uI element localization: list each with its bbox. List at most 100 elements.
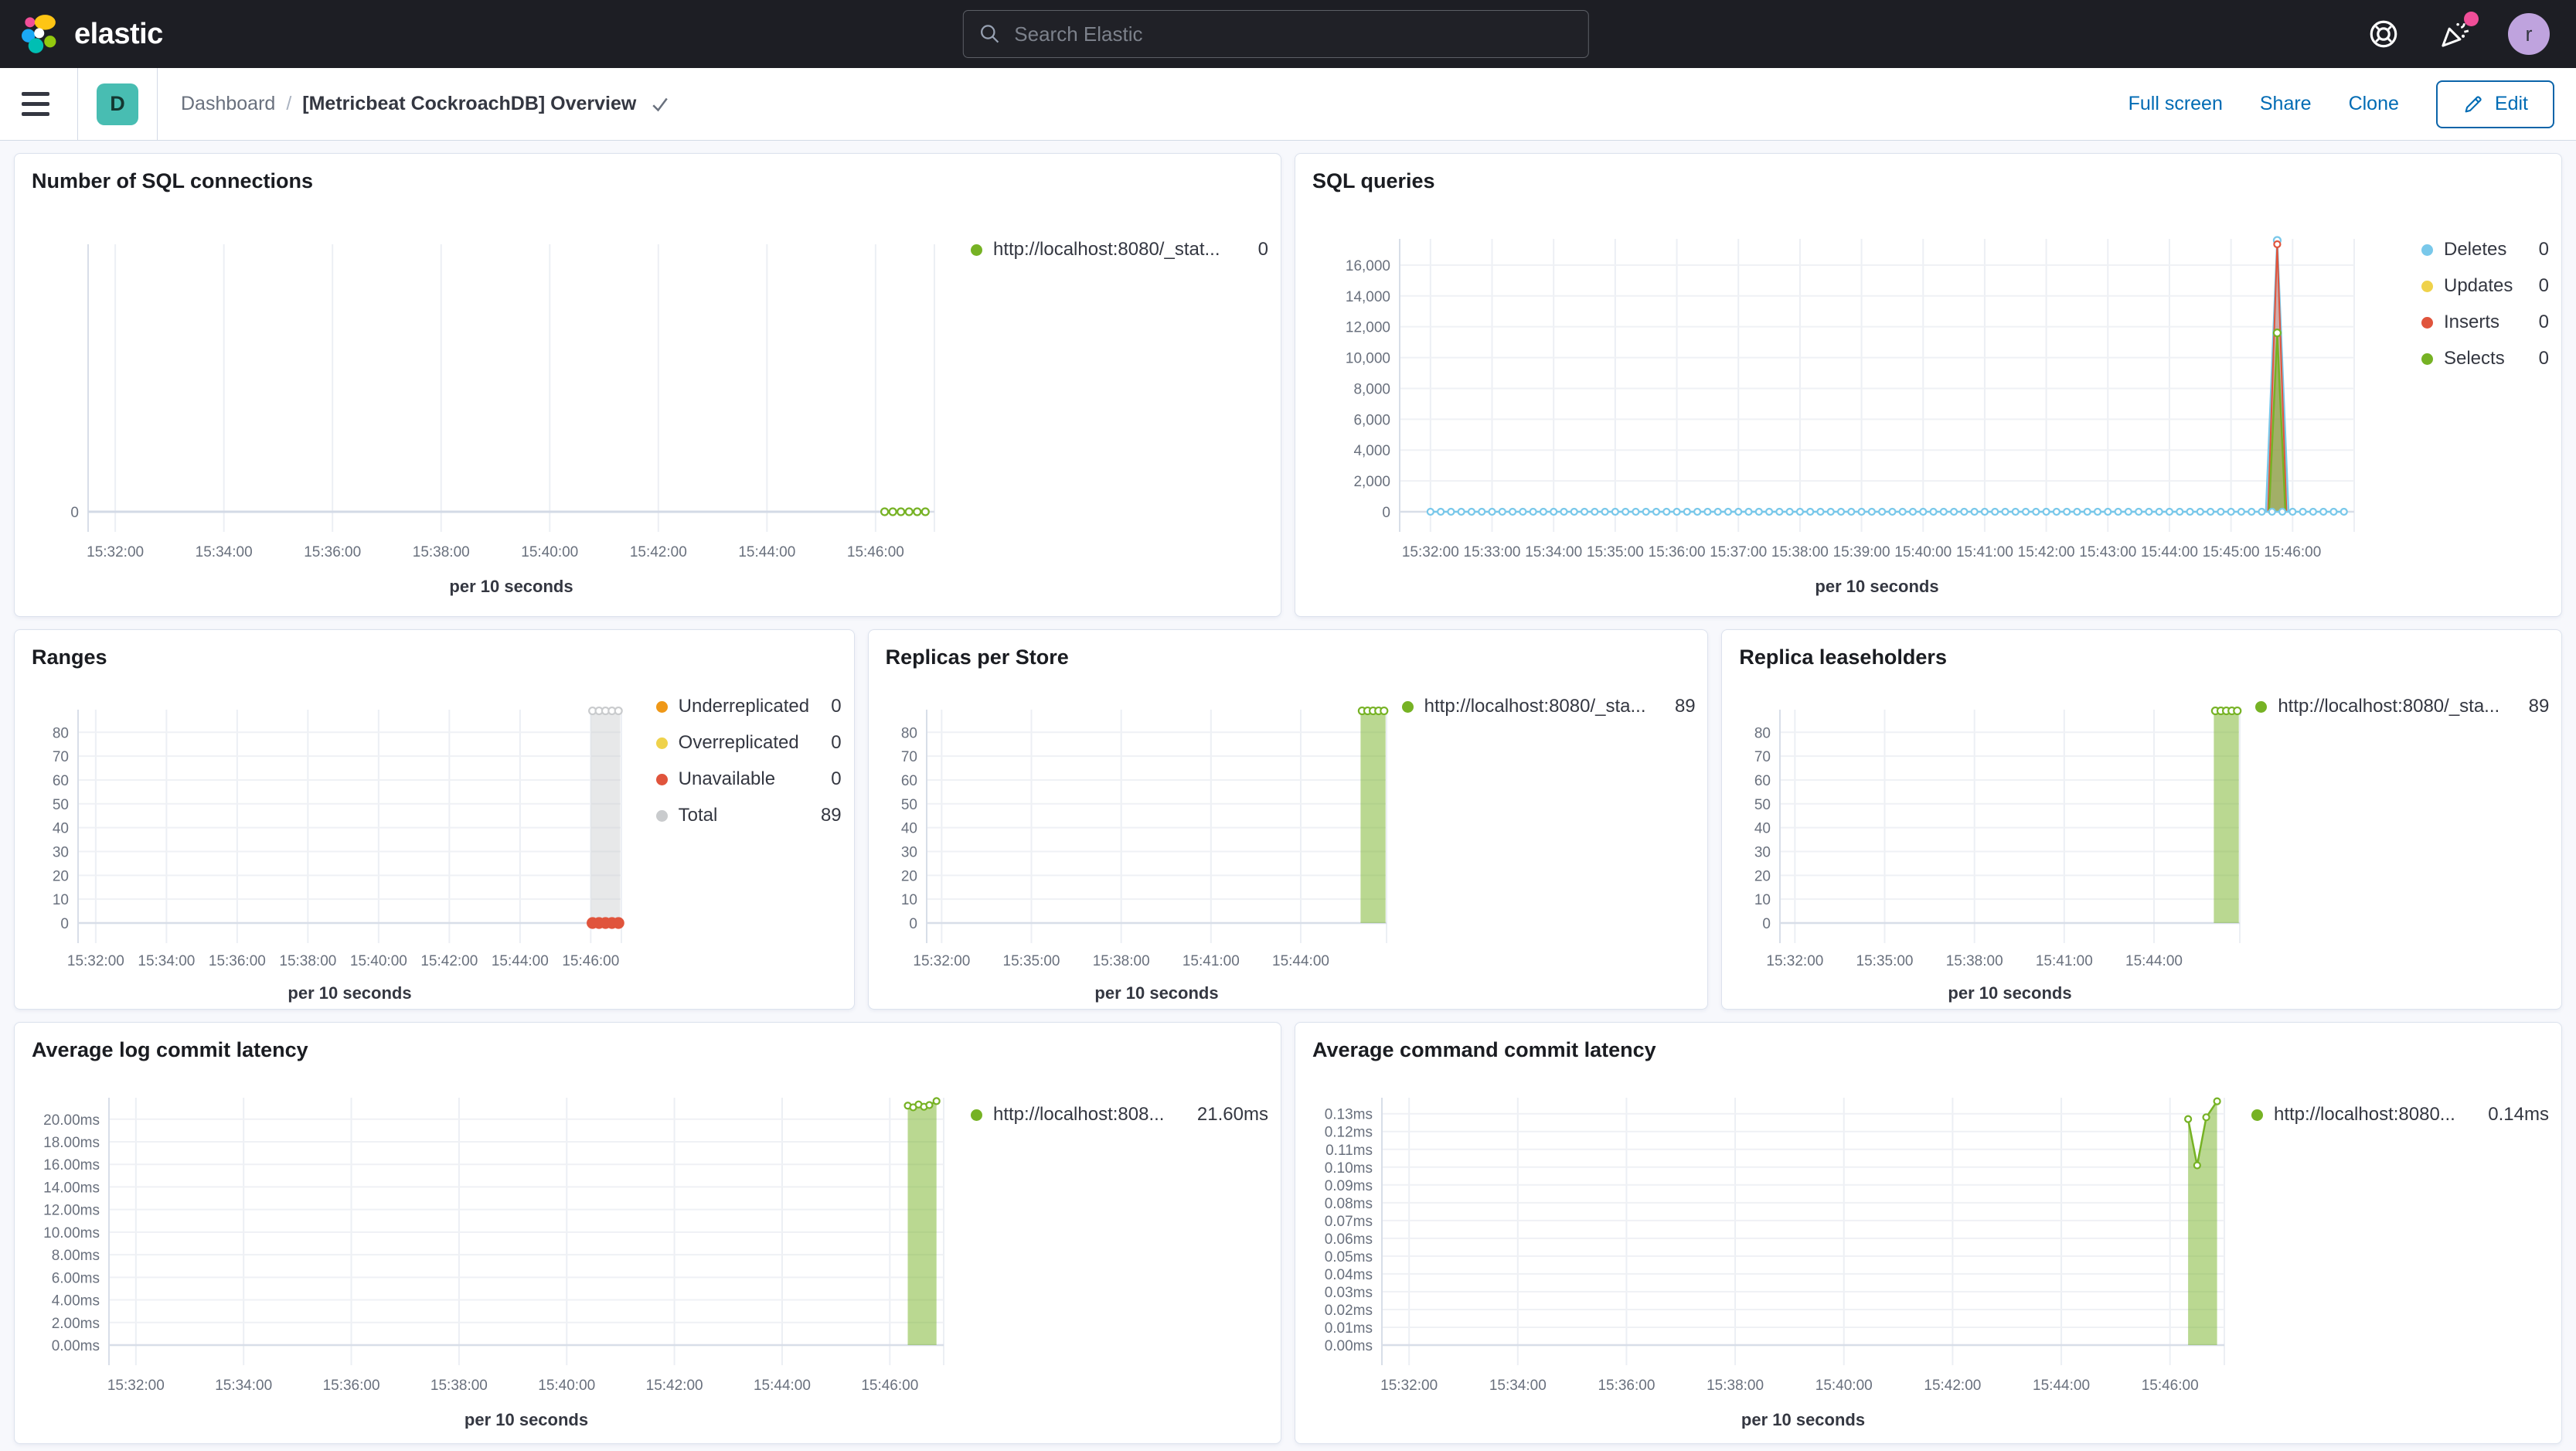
- menu-icon[interactable]: [22, 86, 59, 123]
- legend-item-deletes[interactable]: Deletes 0: [2421, 239, 2549, 261]
- help-icon[interactable]: [2366, 16, 2401, 52]
- chart-number-of-sql-connections[interactable]: 0 15:32:00 15:34:00 15:36:00 15:38:00 15:40:0…: [15, 196, 950, 598]
- svg-text:15:46:00: 15:46:00: [861, 1378, 918, 1394]
- svg-text:15:40:00: 15:40:00: [521, 544, 578, 560]
- legend-series-label: Inserts: [2443, 312, 2500, 332]
- svg-text:70: 70: [53, 749, 69, 765]
- svg-text:15:44:00: 15:44:00: [2141, 544, 2198, 560]
- svg-text:15:34:00: 15:34:00: [196, 544, 253, 560]
- notification-badge: [2464, 12, 2479, 26]
- legend-item-total[interactable]: Total 89: [655, 805, 842, 826]
- svg-text:0.02ms: 0.02ms: [1325, 1303, 1373, 1319]
- chart-legend: http://localhost:8080/_stat... 0: [970, 239, 1268, 616]
- svg-text:15:44:00: 15:44:00: [1272, 953, 1329, 969]
- svg-text:15:41:00: 15:41:00: [1956, 544, 2013, 560]
- legend-item-inserts[interactable]: Inserts 0: [2421, 312, 2549, 333]
- user-avatar[interactable]: r: [2508, 13, 2550, 55]
- legend-series-value: 89: [820, 805, 842, 826]
- svg-text:15:42:00: 15:42:00: [2018, 544, 2075, 560]
- svg-text:0.00ms: 0.00ms: [52, 1338, 100, 1354]
- svg-text:2.00ms: 2.00ms: [52, 1316, 100, 1332]
- full-screen-button[interactable]: Full screen: [2128, 93, 2223, 114]
- edit-button[interactable]: Edit: [2435, 80, 2554, 128]
- svg-text:10: 10: [1754, 892, 1771, 908]
- svg-text:15:46:00: 15:46:00: [847, 544, 904, 560]
- panel-average-log-commit-latency: Average log commit latency 0.00ms 2.00ms 4…: [14, 1022, 1281, 1444]
- svg-text:20.00ms: 20.00ms: [43, 1112, 100, 1129]
- legend-item-http-localhost-8080-sta[interactable]: http://localhost:8080/_sta... 89: [2255, 696, 2549, 717]
- legend-item-http-localhost-8080-sta[interactable]: http://localhost:8080/_sta... 89: [1401, 696, 1696, 717]
- legend-color-dot: [2421, 244, 2433, 256]
- panel-title[interactable]: SQL queries: [1312, 169, 1435, 192]
- panel-title[interactable]: Average log commit latency: [32, 1038, 308, 1061]
- legend-item-underreplicated[interactable]: Underreplicated 0: [655, 696, 842, 717]
- svg-text:15:42:00: 15:42:00: [646, 1378, 703, 1394]
- svg-text:15:40:00: 15:40:00: [1815, 1378, 1873, 1394]
- chart-legend: Underreplicated 0 Overreplicated 0 Unavailab…: [655, 696, 842, 1009]
- chart-replicas-per-store[interactable]: 0 10 20 30 40 50 60 70 80 15:32:00 15:35:00 15:38:0…: [869, 673, 1402, 1007]
- svg-text:15:32:00: 15:32:00: [67, 953, 124, 969]
- legend-item-http-localhost-8080-stat[interactable]: http://localhost:8080/_stat... 0: [970, 239, 1268, 261]
- user-initial: r: [2525, 22, 2533, 46]
- page-title-text: [Metricbeat CockroachDB] Overview: [302, 93, 637, 114]
- panel-ranges: Ranges 0 10 20 30 40 50 60 70 80 15:32:00 15:34:00…: [14, 629, 855, 1010]
- legend-item-http-localhost-8080[interactable]: http://localhost:8080... 0.14ms: [2251, 1104, 2549, 1126]
- legend-color-dot: [2255, 700, 2268, 713]
- legend-item-updates[interactable]: Updates 0: [2421, 275, 2549, 297]
- svg-text:6,000: 6,000: [1353, 412, 1390, 428]
- svg-text:12.00ms: 12.00ms: [43, 1203, 100, 1219]
- legend-series-label: http://localhost:808...: [992, 1104, 1165, 1125]
- share-button[interactable]: Share: [2259, 93, 2312, 114]
- svg-text:15:45:00: 15:45:00: [2203, 544, 2260, 560]
- panel-title[interactable]: Ranges: [32, 645, 107, 669]
- legend-series-value: 0: [1257, 239, 1268, 260]
- svg-text:4,000: 4,000: [1353, 443, 1390, 459]
- chart-sql-queries[interactable]: 0 2,000 4,000 6,000 8,000 10,000 12,000 14,000 1…: [1295, 196, 2377, 598]
- page-title[interactable]: [Metricbeat CockroachDB] Overview: [302, 93, 672, 116]
- svg-text:15:38:00: 15:38:00: [430, 1378, 488, 1394]
- svg-text:8,000: 8,000: [1353, 381, 1390, 397]
- chart-replica-leaseholders[interactable]: 0 10 20 30 40 50 60 70 80 15:32:00 15:35:00 15:38:0…: [1722, 673, 2255, 1007]
- svg-text:15:36:00: 15:36:00: [304, 544, 361, 560]
- svg-text:per 10 seconds: per 10 seconds: [288, 983, 411, 1003]
- svg-text:15:38:00: 15:38:00: [1707, 1378, 1764, 1394]
- search-icon: [980, 25, 999, 43]
- panel-replica-leaseholders: Replica leaseholders 0 10 20 30 40 50 60 70 80 15…: [1721, 629, 2562, 1010]
- legend-item-http-localhost-808[interactable]: http://localhost:808... 21.60ms: [970, 1104, 1268, 1126]
- panel-title[interactable]: Number of SQL connections: [32, 169, 314, 192]
- chart-average-log-commit-latency[interactable]: 0.00ms 2.00ms 4.00ms 6.00ms 8.00ms 10.00ms 12.…: [15, 1065, 965, 1429]
- svg-text:0: 0: [70, 505, 79, 521]
- svg-text:0: 0: [1763, 916, 1771, 932]
- space-avatar[interactable]: D: [97, 83, 138, 125]
- svg-text:20: 20: [1754, 868, 1771, 884]
- svg-text:4.00ms: 4.00ms: [52, 1293, 100, 1310]
- legend-item-selects[interactable]: Selects 0: [2421, 348, 2549, 370]
- legend-item-overreplicated[interactable]: Overreplicated 0: [655, 732, 842, 754]
- panel-title[interactable]: Replicas per Store: [885, 645, 1069, 669]
- panel-title[interactable]: Replica leaseholders: [1739, 645, 1947, 669]
- legend-series-label: Underreplicated: [678, 696, 810, 717]
- legend-item-unavailable[interactable]: Unavailable 0: [655, 768, 842, 790]
- svg-text:15:42:00: 15:42:00: [630, 544, 687, 560]
- legend-color-dot: [2421, 316, 2433, 329]
- chart-ranges[interactable]: 0 10 20 30 40 50 60 70 80 15:32:00 15:34:00 15:36:0…: [15, 673, 641, 1007]
- newsfeed-icon[interactable]: [2437, 12, 2479, 52]
- svg-text:15:38:00: 15:38:00: [1946, 953, 2003, 969]
- svg-text:15:38:00: 15:38:00: [1771, 544, 1829, 560]
- panel-average-command-commit-latency: Average command commit latency 0.00ms 0.0…: [1294, 1022, 2562, 1444]
- breadcrumb-dashboard-link[interactable]: Dashboard: [181, 93, 276, 114]
- elastic-logo[interactable]: elastic: [0, 14, 163, 54]
- panel-sql-queries: SQL queries 0 2,000 4,000 6,000 8,000 10,000 1…: [1294, 153, 2562, 617]
- legend-series-label: http://localhost:8080...: [2273, 1104, 2455, 1125]
- chart-legend: http://localhost:8080/_sta... 89: [1401, 696, 1696, 1009]
- svg-text:15:38:00: 15:38:00: [413, 544, 470, 560]
- svg-text:per 10 seconds: per 10 seconds: [449, 577, 573, 596]
- svg-text:30: 30: [901, 844, 917, 860]
- clone-button[interactable]: Clone: [2348, 93, 2399, 114]
- panel-title[interactable]: Average command commit latency: [1312, 1038, 1656, 1061]
- svg-text:15:46:00: 15:46:00: [562, 953, 619, 969]
- legend-color-dot: [2421, 280, 2433, 292]
- svg-text:0.10ms: 0.10ms: [1325, 1160, 1373, 1177]
- search-input[interactable]: [962, 10, 1589, 58]
